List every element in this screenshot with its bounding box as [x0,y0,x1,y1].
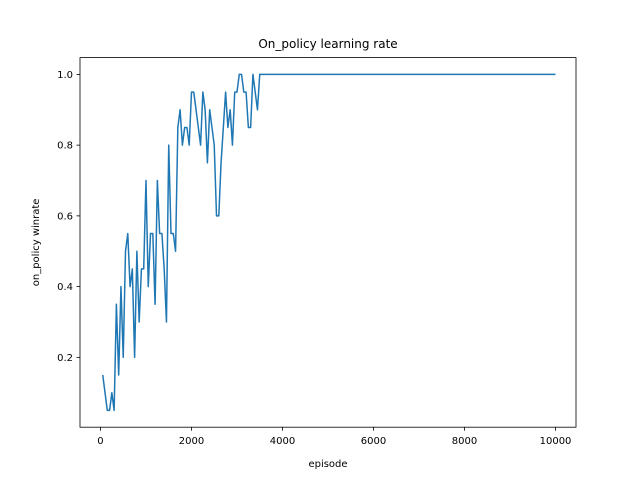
y-tick-label: 0.8 [57,141,73,152]
x-tick-label: 10000 [540,436,572,447]
y-axis-label: on_policy winrate [31,199,42,287]
y-tick-label: 1.0 [57,70,73,81]
y-axis-ticks: 0.2 0.4 0.6 0.8 1.0 [57,70,80,364]
x-tick-label: 4000 [270,436,295,447]
x-tick-label: 2000 [179,436,204,447]
series-line-0 [102,73,556,412]
y-tick-label: 0.2 [57,353,73,364]
x-tick-label: 8000 [452,436,477,447]
x-axis-ticks: 0 2000 4000 6000 8000 10000 [97,427,571,447]
y-tick-label: 0.6 [57,211,73,222]
series-layer [102,73,556,412]
x-tick-label: 6000 [361,436,386,447]
x-tick-label: 0 [97,436,103,447]
chart-title: On_policy learning rate [258,37,397,51]
y-tick-label: 0.4 [57,282,73,293]
x-axis-label: episode [308,459,347,470]
plot-frame [79,57,577,428]
